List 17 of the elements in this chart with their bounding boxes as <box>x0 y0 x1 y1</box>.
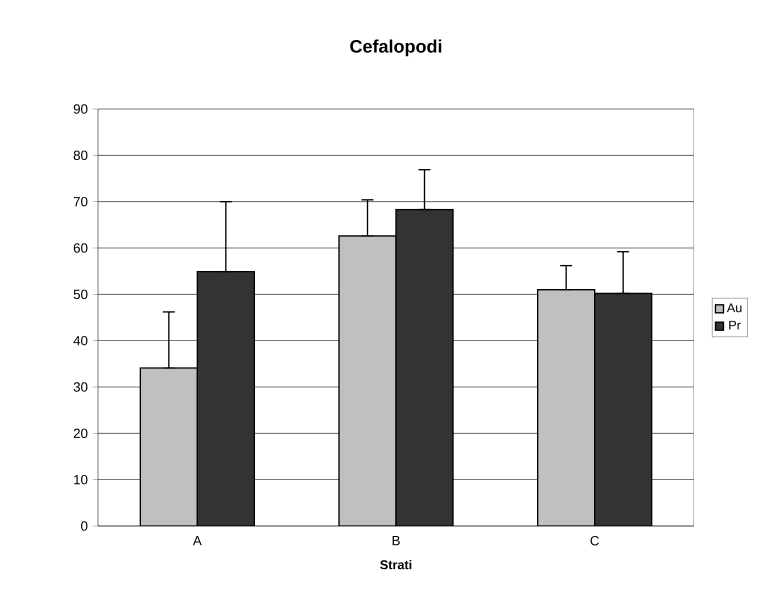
x-tick-label: B <box>392 536 400 546</box>
x-tick-label: A <box>192 536 202 546</box>
y-tick-label: 40 <box>73 336 88 346</box>
x-tick-label: C <box>590 536 599 546</box>
y-tick-label: 10 <box>74 474 88 484</box>
legend-label: Pr <box>729 320 741 330</box>
y-tick-label: 70 <box>74 196 88 206</box>
y-tick-label: 20 <box>74 428 88 438</box>
legend-label: Au <box>726 303 742 312</box>
y-tick-label: 50 <box>74 290 88 300</box>
y-tick-label: 60 <box>74 243 88 253</box>
chart-title: Cefalopodi <box>350 40 442 56</box>
y-tick-label: 0 <box>81 521 88 531</box>
y-tick-label: 80 <box>74 150 88 160</box>
y-tick-label: 90 <box>74 104 88 114</box>
x-axis-title: Strati <box>380 560 412 570</box>
y-tick-label: 30 <box>74 382 88 392</box>
